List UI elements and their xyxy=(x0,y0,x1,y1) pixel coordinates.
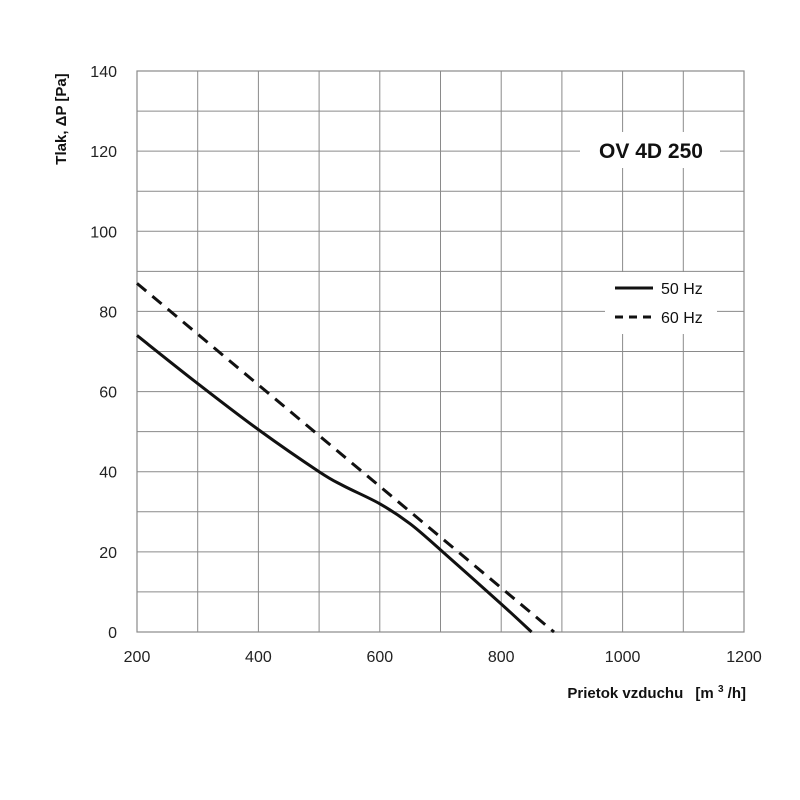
y-axis-label: Tlak, ΔP [Pa] xyxy=(53,73,70,164)
y-tick-label: 0 xyxy=(108,625,117,642)
legend-background xyxy=(605,272,717,334)
y-tick-label: 80 xyxy=(99,304,117,321)
x-tick-label: 800 xyxy=(488,649,515,666)
x-tick-label: 1000 xyxy=(605,649,641,666)
x-tick-label: 200 xyxy=(124,649,151,666)
chart-title-background xyxy=(580,132,720,168)
x-tick-label: 400 xyxy=(245,649,272,666)
x-axis-label-name: Prietok vzduchu xyxy=(567,685,683,702)
tick-labels: 200 400 600 800 1000 1200 0 20 40 60 80 100 120 140 xyxy=(90,64,762,666)
y-tick-label: 60 xyxy=(99,385,117,402)
y-tick-label: 40 xyxy=(99,465,117,482)
series-line-60hz xyxy=(136,282,555,634)
plot-frame xyxy=(136,70,745,633)
series-line-50hz xyxy=(136,334,533,634)
y-tick-label: 120 xyxy=(90,144,117,161)
x-axis-unit-superscript: 3 xyxy=(718,684,724,695)
series-layer xyxy=(136,282,555,634)
y-tick-label: 20 xyxy=(99,545,117,562)
chart-title-box: OV 4D 250 xyxy=(580,132,720,168)
y-tick-label: 140 xyxy=(90,64,117,81)
y-tick-label: 100 xyxy=(90,224,117,241)
x-tick-label: 1200 xyxy=(726,649,762,666)
x-axis-unit-prefix: [m xyxy=(695,685,713,702)
legend-label-50hz: 50 Hz xyxy=(661,281,703,298)
x-axis-unit-suffix: /h] xyxy=(728,685,746,702)
legend: 50 Hz 60 Hz xyxy=(605,272,717,334)
chart-title: OV 4D 250 xyxy=(599,140,703,163)
legend-label-60hz: 60 Hz xyxy=(661,310,703,327)
x-axis-label: Prietok vzduchu [m 3 /h] xyxy=(567,679,746,702)
x-tick-label: 600 xyxy=(366,649,393,666)
